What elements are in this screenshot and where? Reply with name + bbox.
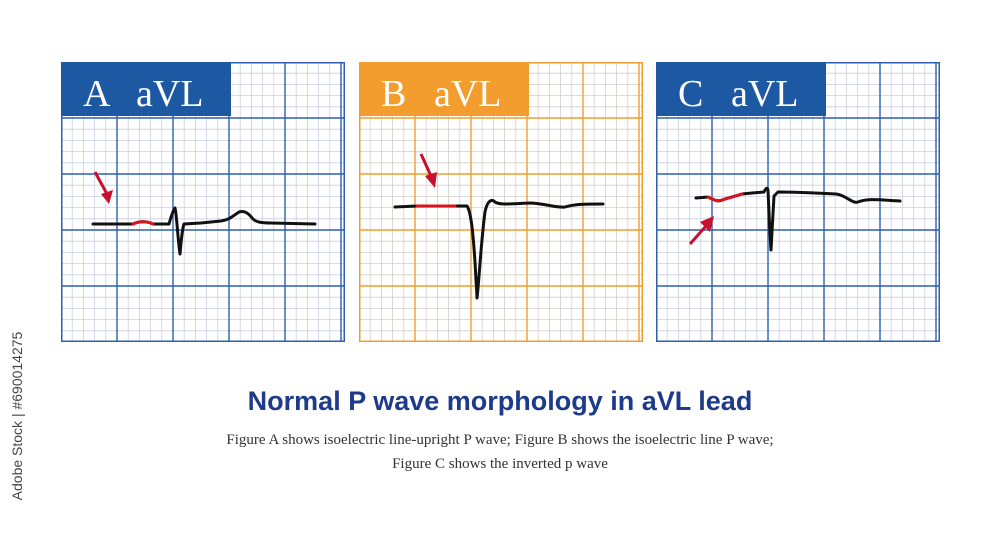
ecg-panel-a: A aVL — [61, 62, 345, 342]
ecg-trace — [393, 199, 605, 300]
figure-title: Normal P wave morphology in aVL lead — [247, 386, 753, 416]
stock-watermark-text: Adobe Stock | #690014275 — [9, 331, 25, 501]
panel-letter: A — [83, 73, 111, 115]
lead-label: aVL — [731, 73, 799, 115]
panel-letter: B — [381, 73, 406, 115]
panel-letter: C — [678, 73, 703, 115]
figure-caption-line-1: Figure A shows isoelectric line-upright … — [226, 432, 774, 448]
arrow-icon — [688, 216, 714, 245]
p-wave-highlight — [131, 220, 155, 226]
ecg-panel-b: B aVL — [359, 62, 643, 342]
lead-label: aVL — [136, 73, 204, 115]
lead-label: aVL — [434, 73, 502, 115]
panel-label-box — [656, 62, 826, 116]
panel-label-box — [359, 62, 529, 116]
arrow-icon — [93, 171, 113, 204]
arrow-icon — [419, 153, 437, 188]
p-wave-highlight — [706, 192, 744, 203]
ecg-trace — [91, 206, 317, 256]
panel-label-box — [61, 62, 231, 116]
figure-caption-line-2: Figure C shows the inverted p wave — [392, 456, 608, 472]
stock-watermark: Adobe Stock | #690014275 — [6, 296, 28, 536]
ecg-panel-c: C aVL — [656, 62, 940, 342]
